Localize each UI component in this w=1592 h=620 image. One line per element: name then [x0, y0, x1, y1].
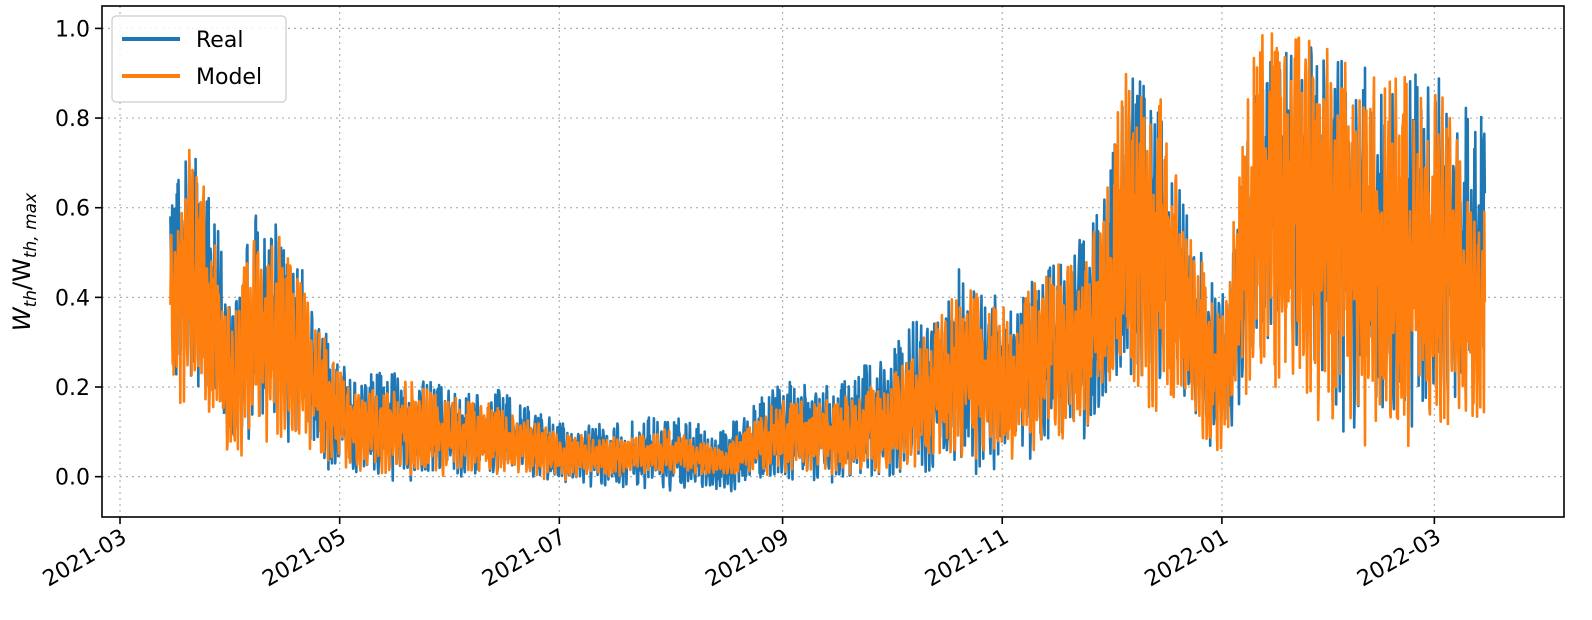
series-line-model [169, 32, 1487, 482]
y-tick-label: 0.0 [55, 466, 90, 491]
y-tick-label: 0.2 [55, 376, 90, 401]
y-tick-label: 0.4 [55, 286, 90, 311]
plot-frame [101, 5, 1565, 518]
series-layer [169, 32, 1487, 493]
y-tick-label: 0.8 [55, 107, 90, 132]
legend: Real Model [111, 15, 287, 103]
legend-label-real: Real [196, 28, 243, 53]
y-axis-label: Wth/Wth, max [8, 192, 41, 331]
y-tick-label: 1.0 [55, 17, 90, 42]
y-axis: 0.0 0.2 0.4 0.6 0.8 1.0 [55, 17, 102, 491]
y-tick-label: 0.6 [55, 197, 90, 222]
legend-label-model: Model [196, 65, 262, 90]
